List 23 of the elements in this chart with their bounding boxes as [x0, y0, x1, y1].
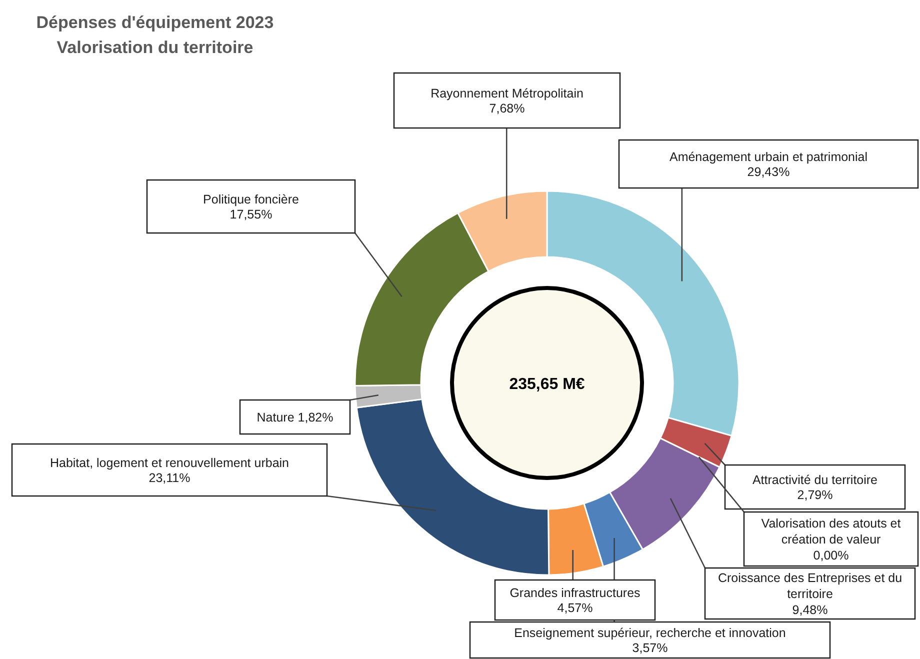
data-label: 4,57%	[557, 601, 593, 615]
chart-title: Dépenses d'équipement 2023	[36, 13, 274, 32]
slice-label: Croissance des Entreprises et du territoire	[718, 571, 902, 601]
slice-label: Grandes infrastructures	[510, 586, 640, 600]
chart-subtitle: Valorisation du territoire	[56, 38, 254, 57]
data-label: 17,55%	[230, 208, 272, 222]
slice-label: Attractivité du territoire	[752, 473, 878, 487]
slice-label: Habitat, logement et renouvellement urbain	[50, 456, 290, 470]
slice-label: Politique foncière	[203, 192, 299, 206]
callout-box: Politique foncière 17,55%	[146, 179, 402, 297]
data-label: 23,11%	[148, 471, 190, 485]
callout-box: Aménagement urbain et patrimonial 29,43%	[618, 139, 919, 282]
data-label: 9,48%	[792, 603, 828, 617]
slice-label: Rayonnement Métropolitain	[430, 86, 584, 100]
data-label: 2,79%	[797, 488, 833, 502]
data-label: 3,57%	[632, 641, 668, 655]
slice-label: Nature 1,82%	[256, 410, 334, 424]
slice-label: Aménagement urbain et patrimonial	[669, 150, 868, 164]
slice-label: Enseignement supérieur, recherche et innovation	[514, 626, 786, 640]
data-label: 29,43%	[747, 165, 790, 179]
data-label: 7,68%	[489, 102, 525, 116]
text: 235,65 M€	[509, 376, 585, 393]
callout-box: Rayonnement Métropolitain 7,68%	[393, 72, 621, 219]
